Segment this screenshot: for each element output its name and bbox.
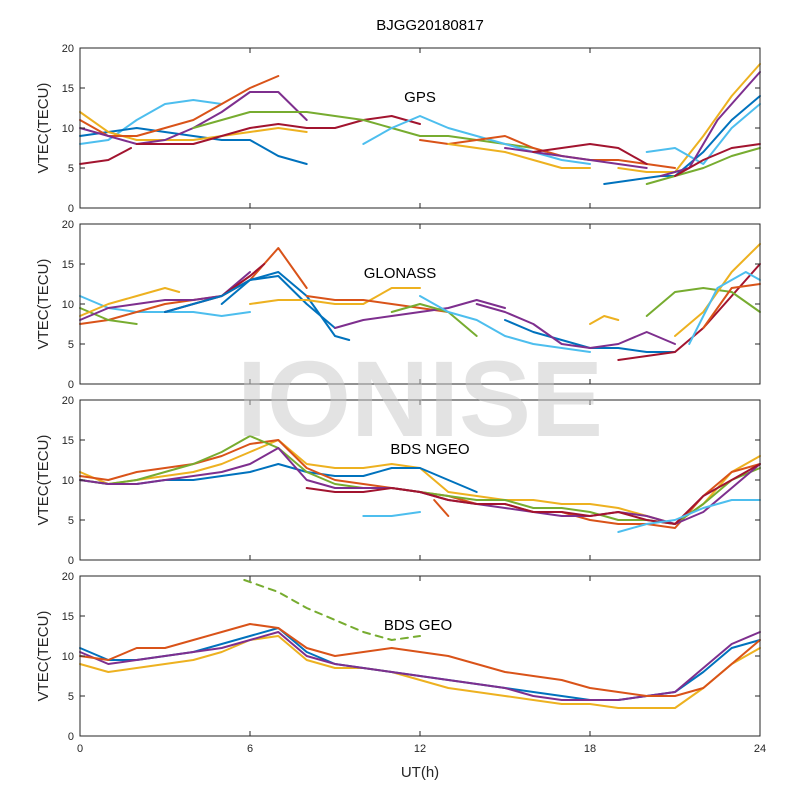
y-tick-label: 10 (62, 299, 74, 311)
x-axis-label: UT(h) (401, 764, 439, 781)
y-tick-label: 0 (68, 203, 74, 215)
series-line (334, 299, 506, 329)
series-line (79, 287, 181, 317)
series-line (164, 271, 351, 341)
y-tick-label: 10 (62, 475, 74, 487)
panel-3: 0 6 12 18 24 0 5 10 15 20 VTEC(TECU) BDS GEO (35, 571, 766, 755)
panel-1: 0 5 10 15 20 VTEC(TECU) GLONASS (35, 219, 761, 391)
series-line (589, 315, 620, 325)
x-tick-label: 18 (584, 743, 596, 755)
series-line (617, 63, 761, 173)
x-tick-label: 12 (414, 743, 426, 755)
series-line (475, 303, 676, 349)
series-line (702, 283, 761, 329)
y-tick-label: 10 (62, 651, 74, 663)
series-line (305, 295, 450, 313)
y-tick-label: 5 (68, 339, 74, 351)
y-tick-label: 10 (62, 123, 74, 135)
y-tick-label: 15 (62, 83, 74, 95)
series-line (645, 103, 761, 165)
series-line (447, 143, 591, 169)
y-tick-label: 5 (68, 163, 74, 175)
x-tick-label: 24 (754, 743, 766, 755)
series-line (79, 147, 132, 165)
series-line (688, 271, 761, 345)
series-line (243, 579, 421, 641)
y-axis-label: VTEC(TECU) (35, 259, 52, 350)
y-tick-label: 0 (68, 555, 74, 567)
y-tick-label: 20 (62, 43, 74, 55)
series-line (659, 71, 761, 177)
x-tick-label: 0 (77, 743, 83, 755)
plot-area (80, 576, 760, 736)
y-tick-label: 5 (68, 515, 74, 527)
series-line (419, 295, 591, 353)
series-line (362, 511, 421, 517)
panel-2: 0 5 10 15 20 VTEC(TECU) BDS NGEO (35, 395, 761, 567)
series-line (419, 135, 676, 169)
series-line (674, 143, 761, 177)
series-line (532, 143, 648, 165)
panel-label: GPS (404, 89, 436, 106)
y-tick-label: 15 (62, 435, 74, 447)
y-tick-label: 0 (68, 731, 74, 743)
plot-area (80, 48, 760, 208)
series-line (390, 303, 478, 337)
y-axis-label: VTEC(TECU) (35, 435, 52, 526)
series-line (433, 499, 450, 517)
panel-label: BDS NGEO (390, 441, 469, 458)
series-line (79, 635, 761, 709)
series-line (249, 287, 421, 305)
panel-0: 0 5 10 15 20 VTEC(TECU) GPS (35, 43, 761, 215)
panel-label: GLONASS (364, 265, 437, 282)
x-tick-label: 6 (247, 743, 253, 755)
series-line (617, 499, 761, 533)
series-line (645, 287, 761, 317)
y-tick-label: 15 (62, 259, 74, 271)
watermark: IONISE (237, 338, 603, 459)
series-line (135, 115, 421, 145)
series-line (79, 111, 308, 141)
y-tick-label: 20 (62, 571, 74, 583)
series-line (79, 99, 223, 145)
y-axis-label: VTEC(TECU) (35, 611, 52, 702)
y-tick-label: 20 (62, 395, 74, 407)
y-axis-label: VTEC(TECU) (35, 83, 52, 174)
series-line (220, 275, 336, 329)
panels: 0 5 10 15 20 VTEC(TECU) GPS 0 5 10 15 20 VTEC(TECU) G… (35, 43, 766, 755)
series-line (362, 115, 591, 165)
series-line (504, 147, 648, 169)
y-tick-label: 15 (62, 611, 74, 623)
y-tick-label: 20 (62, 219, 74, 231)
series-line (79, 623, 761, 697)
y-tick-label: 0 (68, 379, 74, 391)
panel-label: BDS GEO (384, 617, 452, 634)
series-line (617, 263, 761, 361)
series-line (645, 147, 761, 185)
y-tick-label: 5 (68, 691, 74, 703)
figure-title: BJGG20180817 (376, 17, 484, 34)
series-line (79, 75, 280, 137)
series-line (79, 127, 308, 165)
series-line (305, 463, 761, 525)
series-line (674, 243, 761, 337)
